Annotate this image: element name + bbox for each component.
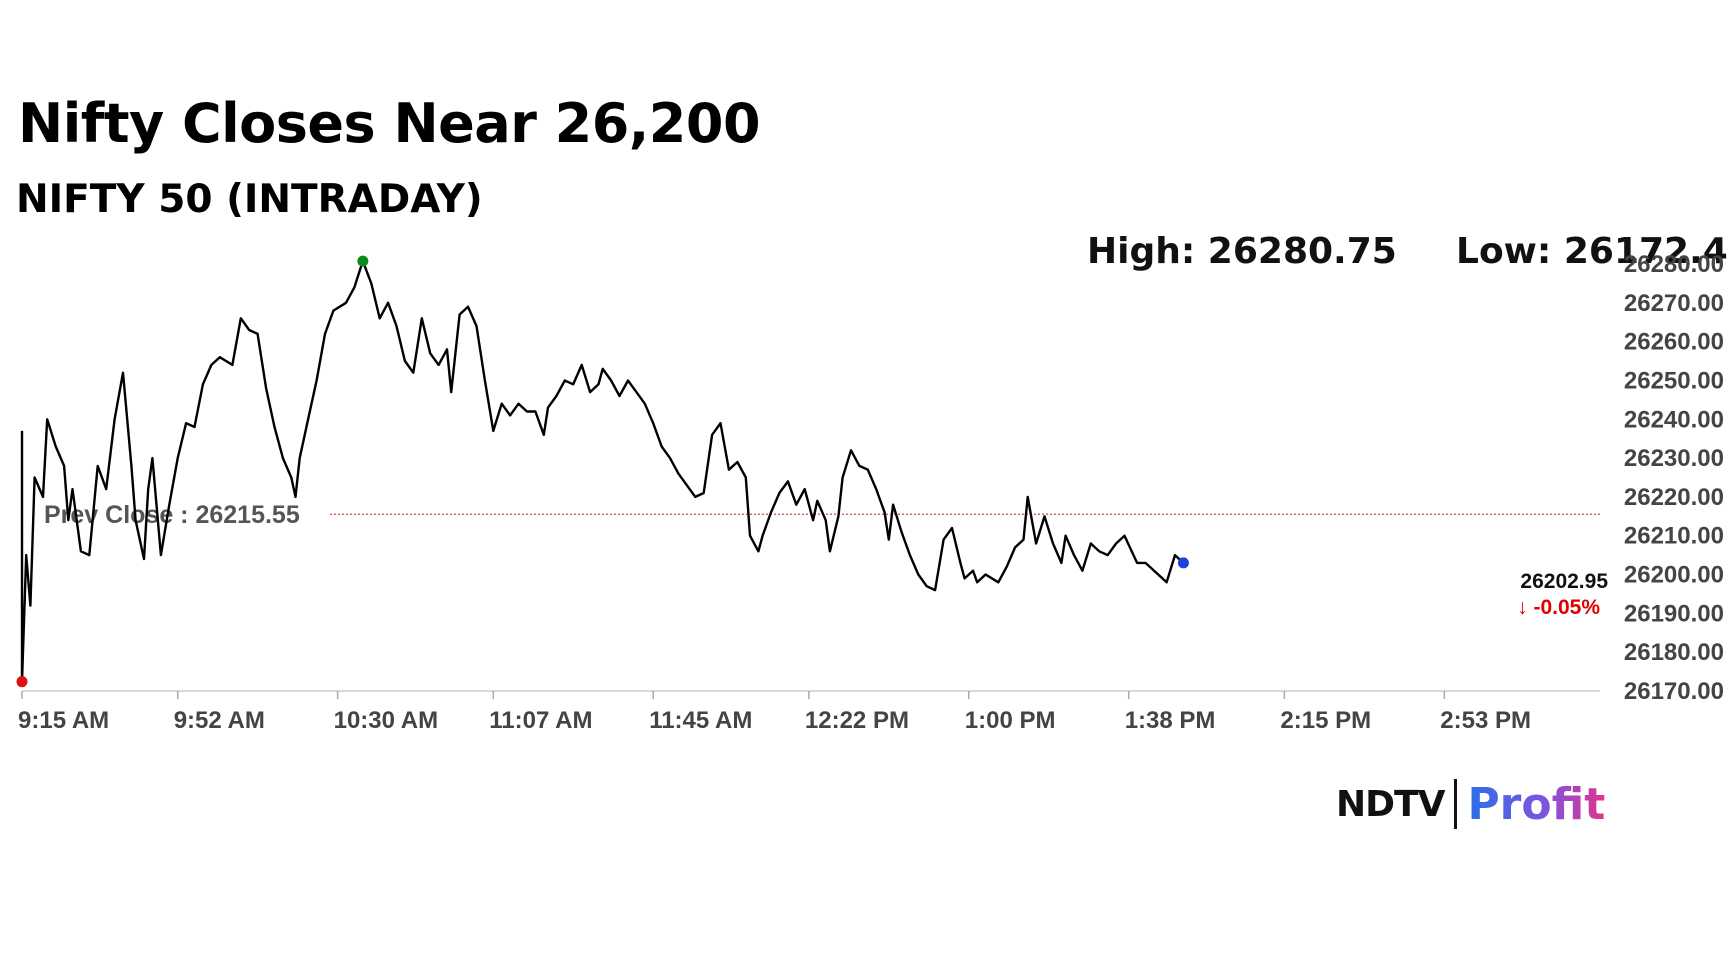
y-tick-label: 26170.00 [1624, 678, 1724, 705]
x-tick-label: 1:38 PM [1125, 707, 1216, 734]
last-marker [1177, 557, 1189, 569]
low-label: Low: 26172.40 [1456, 231, 1728, 272]
chart-subtitle: NIFTY 50 (INTRADAY) [16, 177, 483, 222]
y-tick-label: 26180.00 [1624, 639, 1724, 666]
y-tick-label: 26270.00 [1624, 290, 1724, 317]
price-line [20, 259, 1185, 683]
x-tick-label: 12:22 PM [805, 707, 909, 734]
x-tick-label: 1:00 PM [965, 707, 1056, 734]
last-price-label: 26202.95 [1520, 570, 1608, 593]
x-tick-label: 9:52 AM [174, 707, 265, 734]
y-tick-label: 26260.00 [1624, 329, 1724, 356]
logo-profit: Profit [1467, 778, 1606, 830]
low-marker [16, 676, 28, 688]
chart-title: Nifty Closes Near 26,200 [18, 92, 761, 155]
high-label: High: 26280.75 [1087, 231, 1397, 272]
x-tick-label: 11:45 AM [649, 707, 752, 734]
high-marker [357, 255, 369, 267]
y-tick-label: 26210.00 [1624, 523, 1724, 550]
y-tick-label: 26190.00 [1624, 600, 1724, 627]
y-tick-label: 26240.00 [1624, 406, 1724, 433]
y-tick-label: 26220.00 [1624, 484, 1724, 511]
logo-ndtv: NDTV [1336, 783, 1445, 825]
y-tick-label: 26280.00 [1624, 251, 1724, 278]
x-tick-label: 9:15 AM [18, 707, 109, 734]
x-tick-label: 2:15 PM [1280, 707, 1371, 734]
prev-close-label: Prev Close : 26215.55 [44, 501, 300, 529]
change-label: ↓ -0.05% [1517, 596, 1600, 619]
x-tick-label: 11:07 AM [489, 707, 592, 734]
y-axis: 26280.00 26270.00 26260.00 26250.00 26240.00… [1624, 251, 1724, 705]
x-axis: 9:15 AM 9:52 AM 10:30 AM 11:07 AM 11:45 AM 12… [18, 690, 1600, 734]
ndtv-profit-logo: NDTV Profit [1336, 774, 1605, 834]
y-tick-label: 26230.00 [1624, 445, 1724, 472]
x-tick-label: 10:30 AM [334, 707, 438, 734]
markers [16, 255, 1189, 688]
y-tick-label: 26250.00 [1624, 367, 1724, 394]
x-tick-label: 2:53 PM [1440, 707, 1531, 734]
y-tick-label: 26200.00 [1624, 562, 1724, 589]
logo-divider [1454, 779, 1458, 829]
